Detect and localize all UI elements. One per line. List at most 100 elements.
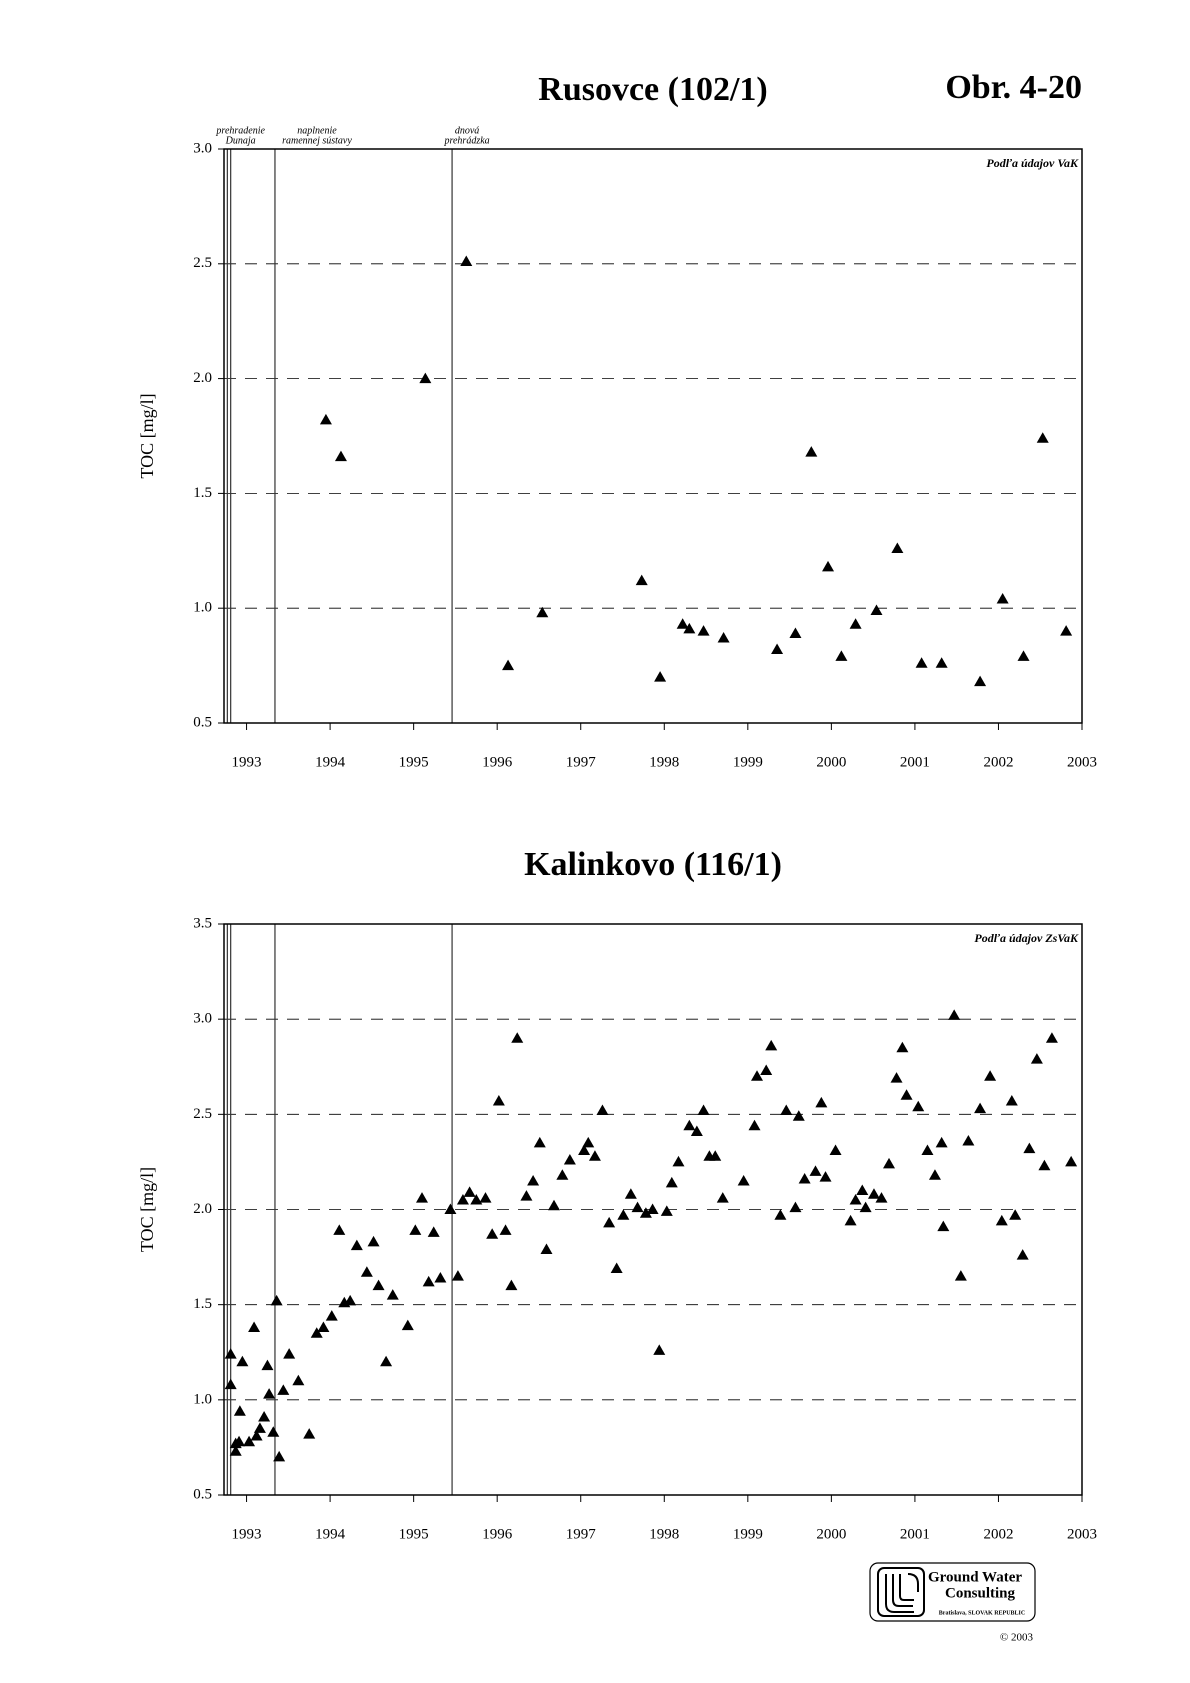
data-point bbox=[283, 1348, 296, 1359]
data-point bbox=[792, 1110, 805, 1121]
data-point bbox=[511, 1032, 524, 1043]
x-tick-label: 1993 bbox=[232, 1526, 262, 1542]
data-point bbox=[774, 1209, 787, 1220]
x-tick-label: 1998 bbox=[649, 1526, 679, 1542]
data-point bbox=[520, 1190, 533, 1201]
data-point bbox=[829, 1144, 842, 1155]
data-point bbox=[317, 1321, 330, 1333]
data-point bbox=[760, 1064, 773, 1076]
data-point bbox=[434, 1272, 447, 1283]
data-point bbox=[533, 1136, 546, 1148]
data-point bbox=[635, 574, 648, 586]
data-point bbox=[717, 632, 730, 643]
x-tick-label: 1999 bbox=[733, 754, 763, 770]
data-point bbox=[948, 1009, 961, 1020]
logo: Ground Water Consulting Bratislava, SLOV… bbox=[869, 1562, 1036, 1644]
plot-frame bbox=[223, 148, 1083, 724]
data-point bbox=[859, 1201, 872, 1213]
data-point bbox=[270, 1294, 283, 1306]
data-point bbox=[690, 1125, 703, 1136]
data-point bbox=[716, 1192, 729, 1203]
data-point bbox=[267, 1426, 280, 1437]
y-axis-label: TOC [mg/l] bbox=[137, 1167, 157, 1252]
data-point bbox=[709, 1150, 722, 1161]
event-label: prehradenie bbox=[215, 125, 265, 136]
data-point bbox=[499, 1224, 512, 1235]
y-tick-label: 1.0 bbox=[193, 600, 212, 616]
data-point bbox=[582, 1136, 595, 1148]
data-point bbox=[556, 1169, 569, 1180]
x-tick-label: 1994 bbox=[315, 754, 346, 770]
data-point bbox=[229, 1445, 242, 1456]
x-tick-label: 2003 bbox=[1067, 1526, 1097, 1542]
data-point bbox=[915, 657, 928, 668]
data-point bbox=[815, 1096, 828, 1108]
y-tick-label: 1.5 bbox=[193, 485, 212, 501]
data-point bbox=[261, 1359, 274, 1371]
data-point bbox=[849, 1193, 862, 1205]
y-tick-label: 2.5 bbox=[193, 1106, 212, 1122]
data-point bbox=[849, 618, 862, 629]
data-point bbox=[835, 650, 848, 661]
data-point bbox=[890, 1072, 903, 1083]
data-point bbox=[631, 1201, 644, 1213]
logo-text: Ground Water bbox=[928, 1569, 1022, 1585]
data-point bbox=[683, 622, 696, 634]
data-point bbox=[419, 372, 432, 384]
event-label: dnová bbox=[455, 125, 479, 136]
x-tick-label: 2000 bbox=[816, 1526, 846, 1542]
data-point bbox=[737, 1174, 750, 1186]
data-point bbox=[1017, 650, 1030, 661]
data-point bbox=[367, 1235, 380, 1247]
data-point bbox=[250, 1429, 263, 1441]
x-tick-label: 1996 bbox=[482, 1526, 513, 1542]
data-point bbox=[416, 1192, 428, 1203]
data-point bbox=[263, 1388, 276, 1399]
figure-label: Obr. 4-20 bbox=[945, 69, 1082, 106]
x-tick-label: 2001 bbox=[900, 754, 930, 770]
x-tick-label: 2000 bbox=[816, 754, 846, 770]
x-tick-label: 1995 bbox=[399, 754, 429, 770]
data-point bbox=[603, 1216, 616, 1228]
data-point bbox=[303, 1428, 316, 1439]
data-point bbox=[1005, 1095, 1018, 1106]
chart: Rusovce (102/1) 0.5 1.0 1.5 2.0 2.5 3.0 1993 199… bbox=[137, 71, 1097, 771]
chart: Kalinkovo (116/1) 0.5 1.0 1.5 2.0 2.5 3.0 3.5 19… bbox=[137, 846, 1097, 1543]
data-point bbox=[451, 1270, 464, 1281]
data-point bbox=[563, 1154, 576, 1165]
source-note: Podľa údajov VaK bbox=[986, 156, 1079, 170]
y-tick-label: 3.0 bbox=[193, 140, 212, 156]
data-point bbox=[921, 1144, 934, 1155]
data-point bbox=[844, 1214, 857, 1226]
data-point bbox=[639, 1207, 652, 1218]
data-point bbox=[273, 1450, 286, 1462]
data-point bbox=[974, 675, 987, 687]
data-point bbox=[444, 1203, 457, 1214]
data-point bbox=[463, 1186, 476, 1197]
data-point bbox=[386, 1289, 399, 1300]
data-point bbox=[1038, 1159, 1051, 1171]
data-point bbox=[896, 1041, 909, 1053]
data-point bbox=[505, 1279, 518, 1291]
data-point bbox=[401, 1319, 414, 1331]
x-tick-label: 1993 bbox=[232, 754, 262, 770]
data-point bbox=[243, 1435, 256, 1447]
data-point bbox=[805, 446, 818, 457]
data-point bbox=[624, 1188, 637, 1199]
data-point bbox=[789, 627, 802, 638]
data-point bbox=[928, 1169, 941, 1180]
data-point bbox=[310, 1327, 323, 1338]
event-label: prehrádzka bbox=[443, 135, 489, 146]
data-point bbox=[319, 413, 332, 425]
data-point bbox=[665, 1176, 678, 1188]
data-point bbox=[224, 1348, 237, 1359]
logo-place: Bratislava, SLOVAK REPUBLIC bbox=[939, 1610, 1025, 1616]
data-point bbox=[334, 450, 347, 462]
data-point bbox=[1045, 1032, 1058, 1043]
data-point bbox=[617, 1209, 630, 1220]
chart-title: Rusovce (102/1) bbox=[538, 71, 767, 108]
data-point bbox=[676, 618, 689, 629]
y-tick-label: 2.0 bbox=[193, 370, 212, 386]
data-point bbox=[1016, 1249, 1029, 1260]
